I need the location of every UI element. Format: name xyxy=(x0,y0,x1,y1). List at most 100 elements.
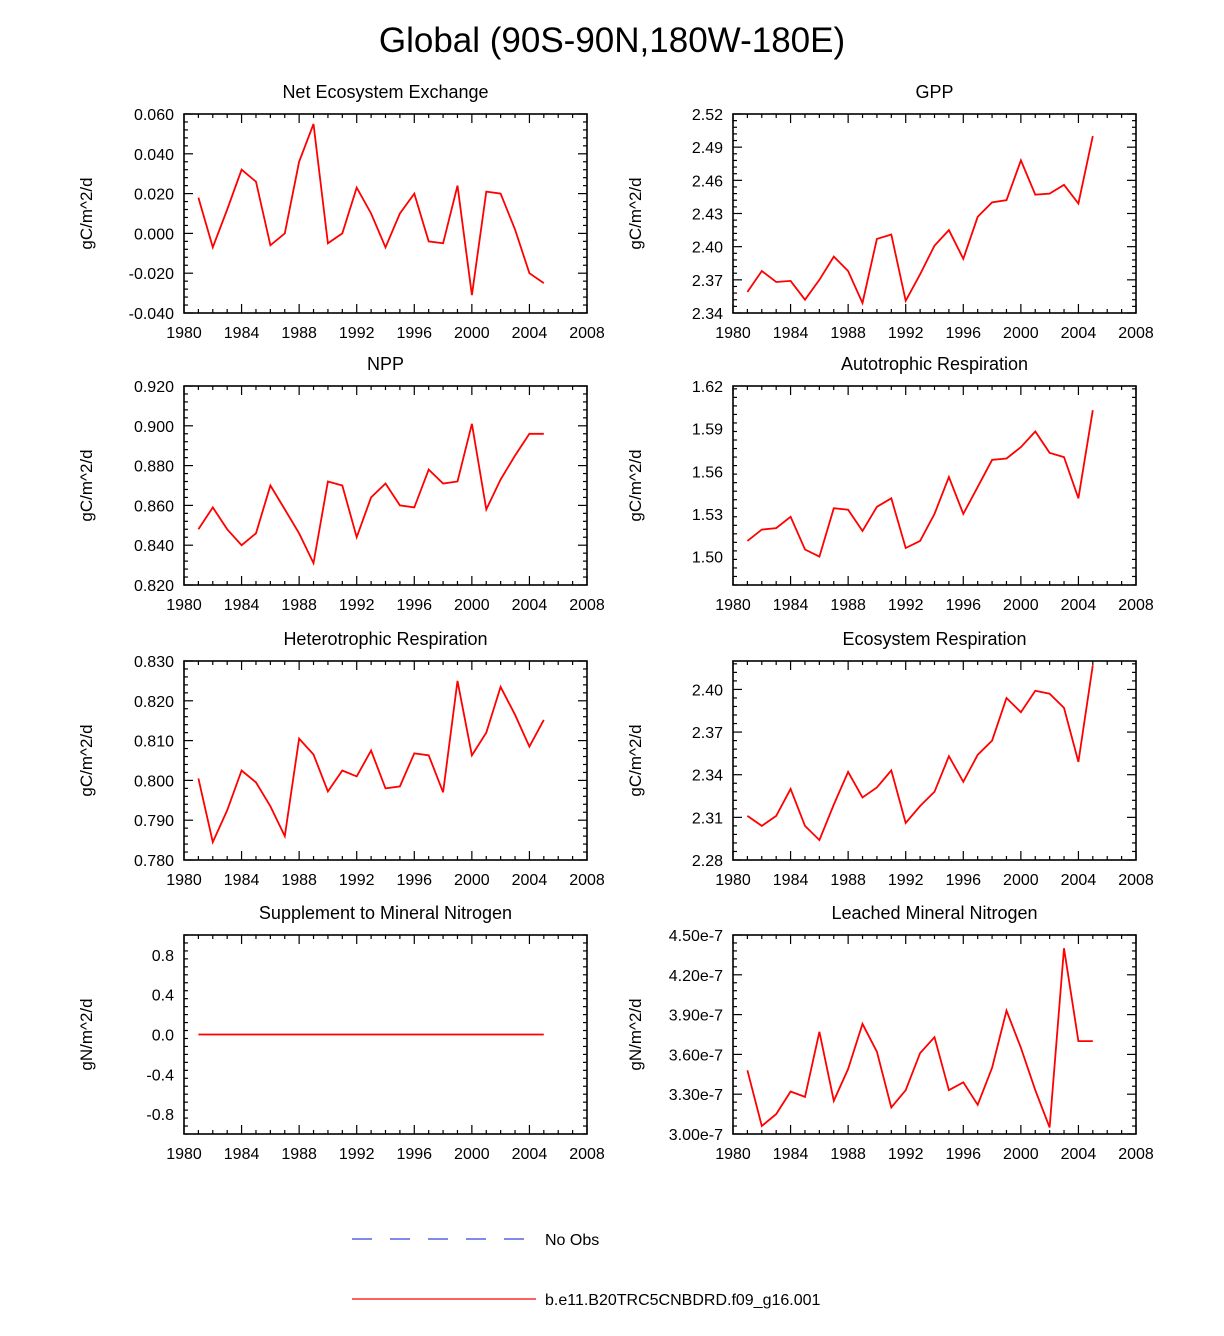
x-tick-label: 2008 xyxy=(1118,1146,1154,1163)
x-tick-label: 1988 xyxy=(281,597,317,614)
x-tick-label: 1988 xyxy=(281,325,317,342)
x-tick-label: 1980 xyxy=(166,597,202,614)
chart-panel: 1980 1984 1988 1992 1996 2000 2004 2008 -0.040 -0… xyxy=(77,82,605,342)
y-tick-label: 3.30e-7 xyxy=(669,1087,723,1104)
x-tick-label: 1980 xyxy=(166,1146,202,1163)
y-axis-label: gN/m^2/d xyxy=(77,998,96,1070)
y-tick-label: 1.56 xyxy=(692,464,723,481)
y-tick-label: 0.860 xyxy=(134,498,174,515)
x-tick-label: 1996 xyxy=(396,872,432,889)
y-tick-label: 0.820 xyxy=(134,578,174,595)
x-tick-label: 1992 xyxy=(339,872,375,889)
x-tick-label: 2008 xyxy=(569,872,605,889)
x-tick-label: 2004 xyxy=(1061,872,1097,889)
x-tick-label: 2004 xyxy=(512,872,548,889)
chart-title: Heterotrophic Respiration xyxy=(283,629,487,649)
y-tick-label: 0.880 xyxy=(134,459,174,476)
plot-frame xyxy=(732,660,1137,861)
figure-title: Global (90S-90N,180W-180E) xyxy=(379,21,845,60)
x-tick-label: 1980 xyxy=(166,325,202,342)
y-tick-label: 0.020 xyxy=(134,187,174,204)
plot-frame xyxy=(183,385,588,586)
series-line xyxy=(197,123,545,296)
x-tick-label: 1988 xyxy=(830,597,866,614)
y-axis-label: gC/m^2/d xyxy=(77,724,96,796)
series-line xyxy=(746,410,1094,558)
x-tick-label: 1988 xyxy=(830,1146,866,1163)
chart-title: Supplement to Mineral Nitrogen xyxy=(259,903,512,923)
x-tick-label: 1980 xyxy=(166,872,202,889)
y-tick-label: 3.00e-7 xyxy=(669,1127,723,1144)
x-tick-label: 1992 xyxy=(339,325,375,342)
y-tick-label: 2.46 xyxy=(692,173,723,190)
y-tick-label: 4.50e-7 xyxy=(669,928,723,945)
y-tick-label: 0.800 xyxy=(134,773,174,790)
x-tick-label: 2000 xyxy=(454,1146,490,1163)
y-axis-label: gC/m^2/d xyxy=(626,724,645,796)
x-tick-label: 1992 xyxy=(888,872,924,889)
x-tick-label: 1984 xyxy=(224,1146,260,1163)
y-tick-label: -0.8 xyxy=(146,1107,174,1124)
y-tick-label: 0.8 xyxy=(152,948,174,965)
chart-panel: 1980 1984 1988 1992 1996 2000 2004 2008 2.28 2.31… xyxy=(626,629,1154,889)
y-tick-label: 3.90e-7 xyxy=(669,1008,723,1025)
y-tick-label: 0.040 xyxy=(134,147,174,164)
series-line xyxy=(746,948,1093,1128)
x-tick-label: 1988 xyxy=(830,325,866,342)
chart-title: Ecosystem Respiration xyxy=(842,629,1026,649)
x-tick-label: 1988 xyxy=(281,872,317,889)
plot-frame xyxy=(732,385,1137,586)
y-tick-label: 0.840 xyxy=(134,538,174,555)
y-axis-label: gN/m^2/d xyxy=(626,998,645,1070)
y-tick-label: 2.52 xyxy=(692,107,723,124)
y-tick-label: 2.40 xyxy=(692,682,723,699)
x-tick-label: 2004 xyxy=(1061,1146,1097,1163)
x-tick-label: 2008 xyxy=(569,597,605,614)
x-tick-label: 2000 xyxy=(1003,325,1039,342)
y-tick-label: 2.40 xyxy=(692,240,723,257)
x-tick-label: 2008 xyxy=(569,325,605,342)
x-tick-label: 2004 xyxy=(1061,325,1097,342)
y-axis-label: gC/m^2/d xyxy=(77,449,96,521)
x-tick-label: 2004 xyxy=(512,325,548,342)
plot-frame xyxy=(732,934,1137,1135)
chart-panels: 1980 1984 1988 1992 1996 2000 2004 2008 -0.040 -0… xyxy=(77,82,1154,1163)
x-tick-label: 2000 xyxy=(1003,597,1039,614)
chart-panel: 1980 1984 1988 1992 1996 2000 2004 2008 1.50 1.53… xyxy=(626,354,1154,614)
y-axis-label: gC/m^2/d xyxy=(626,177,645,249)
y-tick-label: 0.4 xyxy=(152,988,174,1005)
x-tick-label: 2000 xyxy=(1003,872,1039,889)
chart-title: Leached Mineral Nitrogen xyxy=(831,903,1037,923)
chart-panel: 1980 1984 1988 1992 1996 2000 2004 2008 2.34 2.37… xyxy=(626,82,1154,342)
y-tick-label: 0.810 xyxy=(134,734,174,751)
y-tick-label: 1.62 xyxy=(692,379,723,396)
y-tick-label: 0.900 xyxy=(134,419,174,436)
x-tick-label: 2000 xyxy=(454,325,490,342)
series-line xyxy=(197,423,544,567)
x-tick-label: 1996 xyxy=(396,597,432,614)
chart-panel: 1980 1984 1988 1992 1996 2000 2004 2008 0.820 0.8… xyxy=(77,354,605,614)
y-tick-label: 2.31 xyxy=(692,810,723,827)
x-tick-label: 2000 xyxy=(1003,1146,1039,1163)
x-tick-label: 1992 xyxy=(339,597,375,614)
x-tick-label: 1980 xyxy=(715,872,751,889)
y-tick-label: -0.040 xyxy=(129,306,174,323)
chart-title: Net Ecosystem Exchange xyxy=(282,82,488,102)
chart-panel: 1980 1984 1988 1992 1996 2000 2004 2008 0.780 0.7… xyxy=(77,629,605,889)
y-tick-label: 0.830 xyxy=(134,654,174,671)
x-tick-label: 1996 xyxy=(945,1146,981,1163)
x-tick-label: 1996 xyxy=(945,597,981,614)
y-tick-label: 1.59 xyxy=(692,422,723,439)
x-tick-label: 1984 xyxy=(773,872,809,889)
x-tick-label: 1988 xyxy=(830,872,866,889)
legend: No Obs b.e11.B20TRC5CNBDRD.f09_g16.001 xyxy=(352,1232,821,1309)
x-tick-label: 2004 xyxy=(1061,597,1097,614)
chart-panel: 1980 1984 1988 1992 1996 2000 2004 2008 3.00e-7 3… xyxy=(626,903,1154,1163)
series-line xyxy=(746,665,1094,842)
x-tick-label: 1984 xyxy=(773,1146,809,1163)
x-tick-label: 1984 xyxy=(224,872,260,889)
plot-frame xyxy=(183,113,588,314)
x-tick-label: 1980 xyxy=(715,325,751,342)
x-tick-label: 1984 xyxy=(773,597,809,614)
